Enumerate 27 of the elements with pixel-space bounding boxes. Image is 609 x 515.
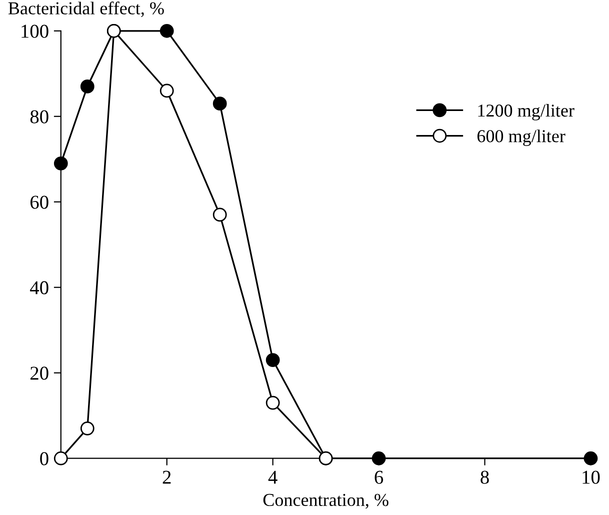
point xyxy=(160,24,174,38)
y-tick-label: 40 xyxy=(30,281,48,294)
point xyxy=(80,421,94,436)
point xyxy=(212,96,227,111)
point xyxy=(212,208,227,222)
x-tick-label: 2 xyxy=(162,470,171,484)
y-tick-label: 60 xyxy=(30,196,48,209)
point xyxy=(372,451,386,466)
y-axis-title: Bactericidal effect, % xyxy=(8,2,164,18)
point xyxy=(266,396,280,410)
x-axis-title: Concentration, % xyxy=(263,494,388,509)
point xyxy=(160,84,174,98)
legend-label: 1200 mg/liter xyxy=(478,104,574,120)
x-tick-label: 10 xyxy=(582,470,600,484)
point xyxy=(54,156,68,170)
x-tick-label: 6 xyxy=(374,470,384,484)
y-tick-label: 100 xyxy=(22,24,48,38)
point xyxy=(54,451,68,466)
point xyxy=(584,451,598,466)
x-tick-label: 4 xyxy=(268,470,278,484)
y-tick-label: 0 xyxy=(40,452,48,466)
y-tick-label: 20 xyxy=(30,366,48,380)
point xyxy=(80,80,94,94)
y-tick-label: 80 xyxy=(30,110,48,124)
point xyxy=(266,353,280,367)
x-tick-label: 8 xyxy=(480,470,489,484)
legend-label: 600 mg/liter xyxy=(477,130,566,146)
